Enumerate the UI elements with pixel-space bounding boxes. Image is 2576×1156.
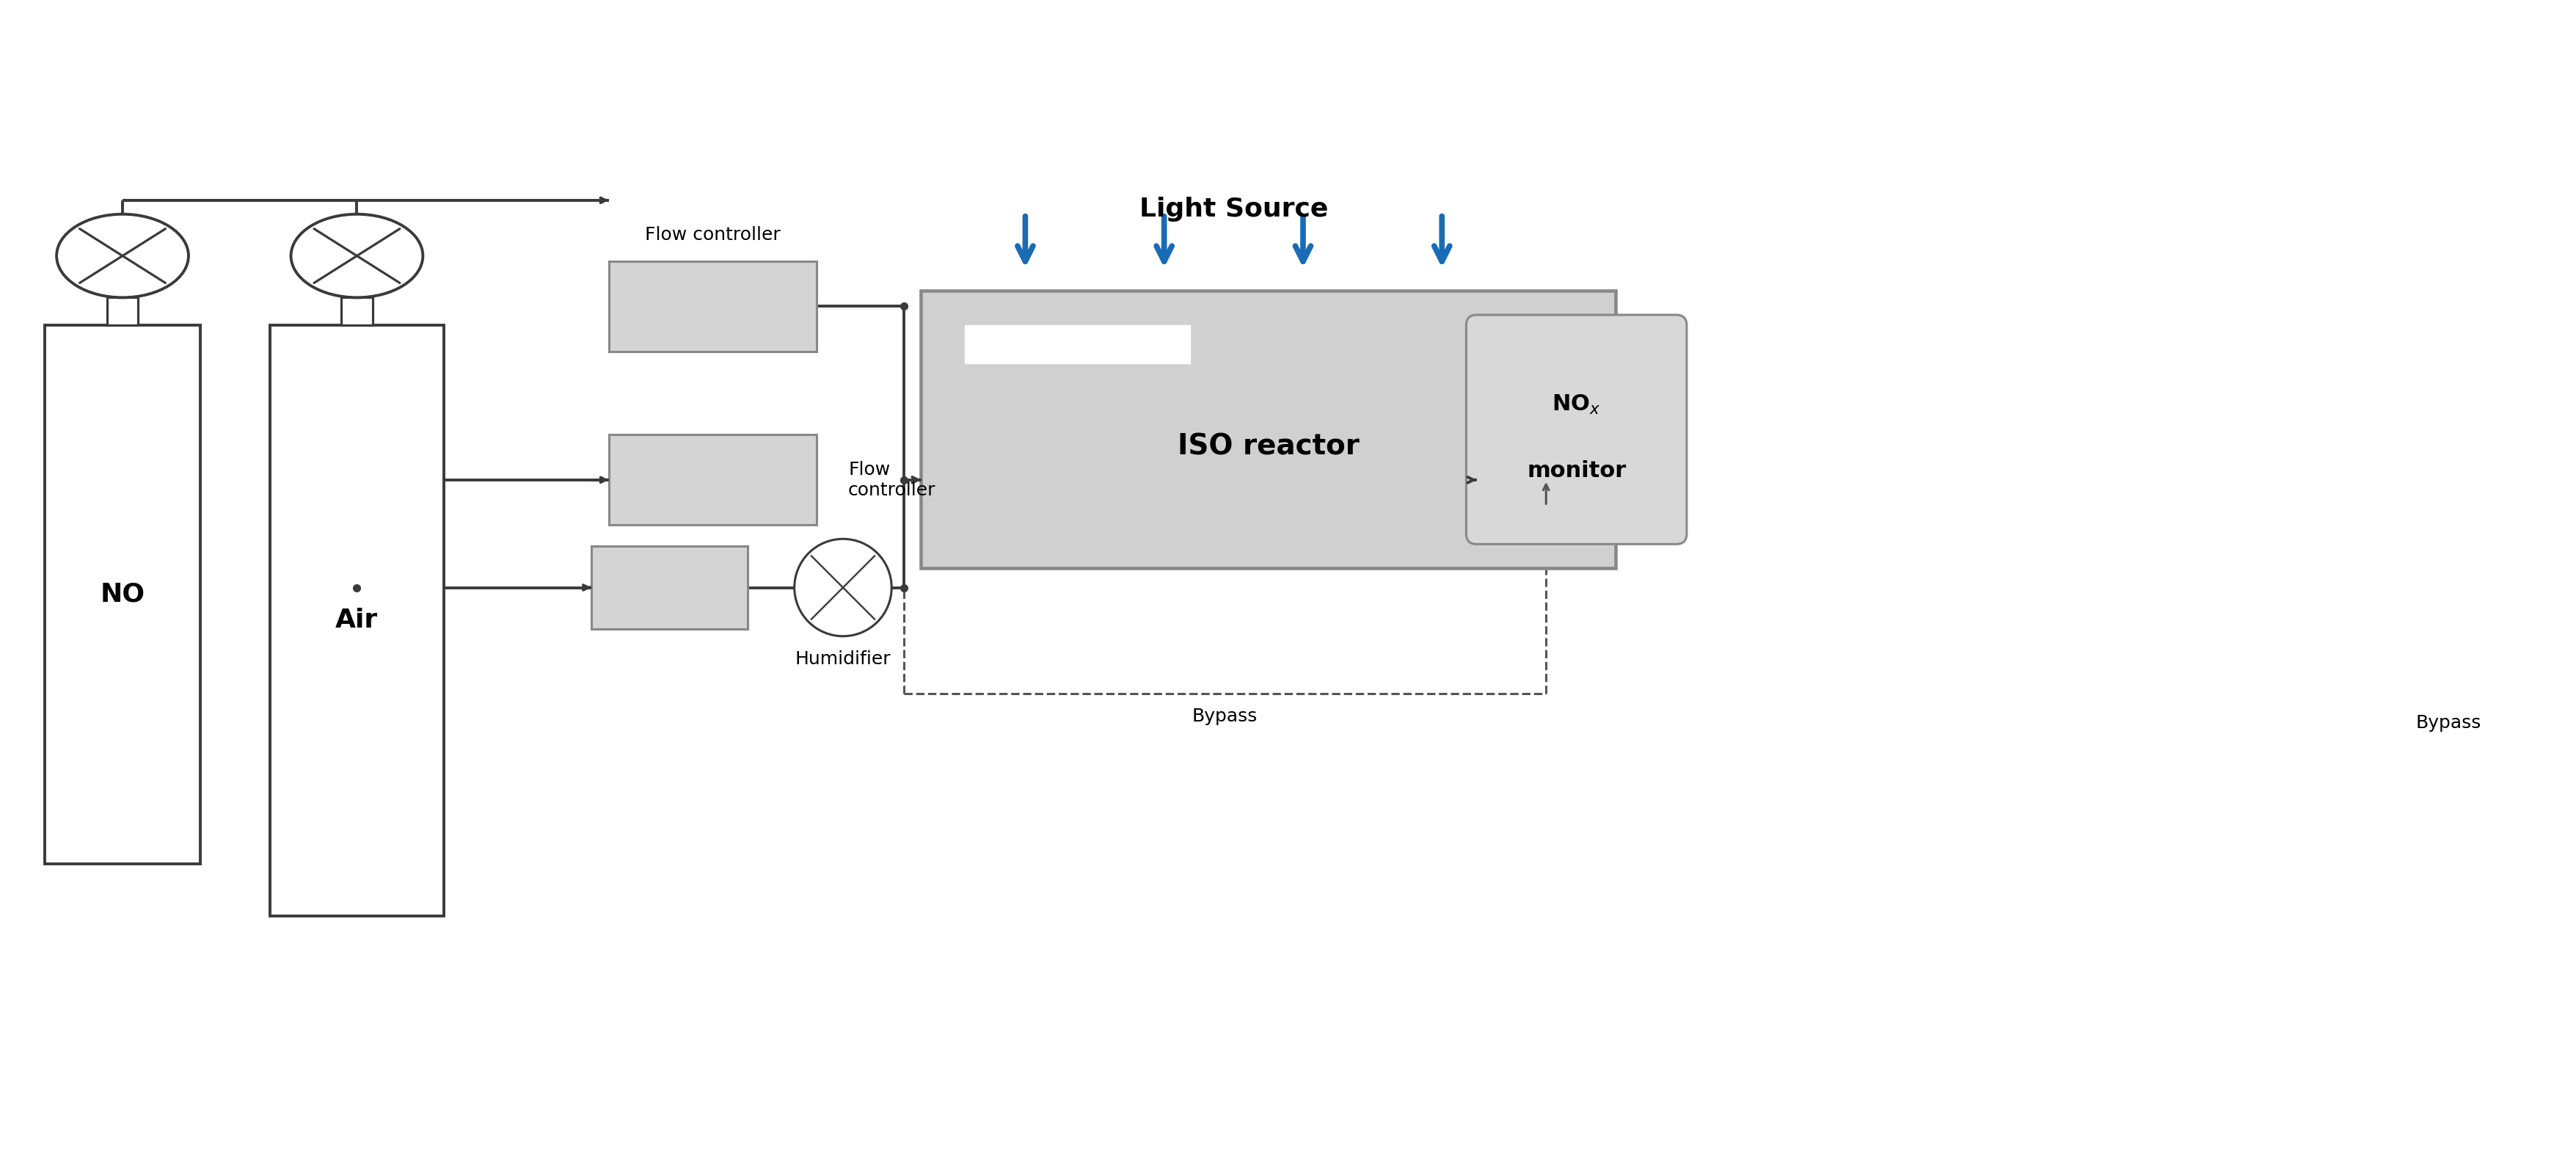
Ellipse shape — [57, 214, 188, 297]
Text: Bypass: Bypass — [1193, 707, 1257, 725]
Bar — [922, 290, 1615, 569]
Bar — [592, 546, 747, 629]
Bar — [608, 261, 817, 351]
Bar — [340, 297, 374, 325]
Bar — [108, 297, 139, 325]
Text: ISO reactor: ISO reactor — [1177, 434, 1360, 461]
Ellipse shape — [291, 214, 422, 297]
Bar — [608, 435, 817, 525]
Text: Bypass: Bypass — [2416, 714, 2481, 732]
Text: Air: Air — [335, 608, 379, 633]
Bar — [963, 325, 1190, 363]
Ellipse shape — [793, 539, 891, 636]
FancyBboxPatch shape — [1466, 314, 1687, 544]
Text: Flow
controller: Flow controller — [848, 461, 935, 499]
Text: Flow controller: Flow controller — [644, 227, 781, 244]
Text: NO$_x$: NO$_x$ — [1551, 393, 1600, 416]
Text: Light Source: Light Source — [1139, 197, 1329, 222]
Bar — [270, 325, 443, 916]
Bar — [44, 325, 201, 864]
Text: Humidifier: Humidifier — [796, 650, 891, 668]
Text: monitor: monitor — [1528, 460, 1625, 482]
Text: NO: NO — [100, 581, 144, 607]
